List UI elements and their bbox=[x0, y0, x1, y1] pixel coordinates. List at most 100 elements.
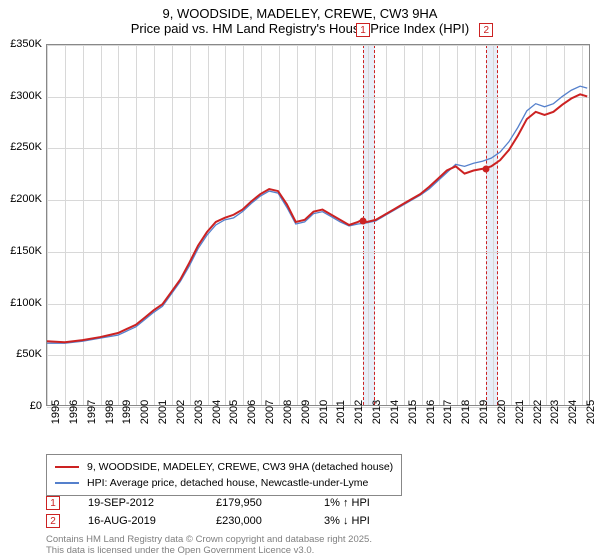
x-tick-label: 2009 bbox=[300, 400, 312, 424]
x-tick-label: 2005 bbox=[228, 400, 240, 424]
x-tick-label: 2006 bbox=[246, 400, 258, 424]
marker-box: 1 bbox=[356, 23, 370, 37]
x-tick-label: 2016 bbox=[425, 400, 437, 424]
gridline-h bbox=[47, 200, 589, 201]
gridline-v bbox=[439, 45, 440, 405]
y-tick-label: £350K bbox=[10, 38, 42, 50]
x-tick-label: 2007 bbox=[264, 400, 276, 424]
x-tick-label: 2019 bbox=[478, 400, 490, 424]
legend-row: 9, WOODSIDE, MADELEY, CREWE, CW3 9HA (de… bbox=[55, 459, 393, 475]
x-tick-label: 2020 bbox=[496, 400, 508, 424]
footer-price: £179,950 bbox=[216, 497, 296, 509]
footer-delta: 1% ↑ HPI bbox=[324, 497, 404, 509]
x-tick-label: 2003 bbox=[193, 400, 205, 424]
x-tick-label: 1998 bbox=[104, 400, 116, 424]
gridline-v bbox=[315, 45, 316, 405]
legend-swatch bbox=[55, 466, 79, 469]
gridline-v bbox=[297, 45, 298, 405]
y-tick-label: £50K bbox=[16, 348, 42, 360]
x-tick-label: 2022 bbox=[532, 400, 544, 424]
x-axis: 1995199619971998199920002001200220032004… bbox=[46, 406, 590, 454]
legend-swatch bbox=[55, 482, 79, 484]
legend: 9, WOODSIDE, MADELEY, CREWE, CW3 9HA (de… bbox=[46, 454, 402, 496]
x-tick-label: 2004 bbox=[211, 400, 223, 424]
gridline-v bbox=[582, 45, 583, 405]
x-tick-label: 2017 bbox=[442, 400, 454, 424]
gridline-v bbox=[190, 45, 191, 405]
series-svg bbox=[47, 45, 589, 405]
x-tick-label: 2002 bbox=[175, 400, 187, 424]
gridline-v bbox=[118, 45, 119, 405]
series-line-hpi bbox=[47, 86, 587, 343]
legend-label: 9, WOODSIDE, MADELEY, CREWE, CW3 9HA (de… bbox=[87, 461, 393, 473]
gridline-v bbox=[404, 45, 405, 405]
gridline-v bbox=[564, 45, 565, 405]
y-tick-label: £250K bbox=[10, 141, 42, 153]
x-tick-label: 2023 bbox=[549, 400, 561, 424]
legend-row: HPI: Average price, detached house, Newc… bbox=[55, 475, 393, 491]
attribution-line-2: This data is licensed under the Open Gov… bbox=[46, 545, 372, 556]
x-tick-label: 1999 bbox=[121, 400, 133, 424]
footer-table: 1 19-SEP-2012 £179,950 1% ↑ HPI 2 16-AUG… bbox=[46, 494, 404, 530]
gridline-v bbox=[279, 45, 280, 405]
marker-box: 2 bbox=[479, 23, 493, 37]
y-axis: £0£50K£100K£150K£200K£250K£300K£350K bbox=[0, 44, 46, 406]
x-tick-label: 2013 bbox=[371, 400, 383, 424]
gridline-h bbox=[47, 148, 589, 149]
y-tick-label: £0 bbox=[30, 400, 42, 412]
x-tick-label: 2001 bbox=[157, 400, 169, 424]
gridline-h bbox=[47, 45, 589, 46]
footer-marker: 2 bbox=[46, 514, 60, 528]
gridline-v bbox=[422, 45, 423, 405]
gridline-v bbox=[350, 45, 351, 405]
gridline-v bbox=[261, 45, 262, 405]
attribution-line-1: Contains HM Land Registry data © Crown c… bbox=[46, 534, 372, 545]
marker-dot bbox=[483, 166, 490, 173]
title-line-2: Price paid vs. HM Land Registry's House … bbox=[0, 21, 600, 36]
gridline-v bbox=[332, 45, 333, 405]
legend-label: HPI: Average price, detached house, Newc… bbox=[87, 477, 368, 489]
gridline-v bbox=[386, 45, 387, 405]
marker-dot bbox=[360, 217, 367, 224]
footer-row: 2 16-AUG-2019 £230,000 3% ↓ HPI bbox=[46, 512, 404, 530]
footer-price: £230,000 bbox=[216, 515, 296, 527]
gridline-v bbox=[493, 45, 494, 405]
gridline-v bbox=[243, 45, 244, 405]
gridline-v bbox=[65, 45, 66, 405]
x-tick-label: 2008 bbox=[282, 400, 294, 424]
x-tick-label: 2025 bbox=[585, 400, 597, 424]
y-tick-label: £300K bbox=[10, 90, 42, 102]
footer-row: 1 19-SEP-2012 £179,950 1% ↑ HPI bbox=[46, 494, 404, 512]
attribution: Contains HM Land Registry data © Crown c… bbox=[46, 534, 372, 557]
gridline-v bbox=[475, 45, 476, 405]
y-tick-label: £150K bbox=[10, 245, 42, 257]
gridline-h bbox=[47, 355, 589, 356]
y-tick-label: £200K bbox=[10, 193, 42, 205]
gridline-v bbox=[208, 45, 209, 405]
gridline-v bbox=[172, 45, 173, 405]
gridline-v bbox=[154, 45, 155, 405]
gridline-v bbox=[368, 45, 369, 405]
gridline-v bbox=[101, 45, 102, 405]
gridline-v bbox=[457, 45, 458, 405]
title-block: 9, WOODSIDE, MADELEY, CREWE, CW3 9HA Pri… bbox=[0, 0, 600, 38]
gridline-h bbox=[47, 97, 589, 98]
x-tick-label: 2010 bbox=[318, 400, 330, 424]
x-tick-label: 2012 bbox=[353, 400, 365, 424]
x-tick-label: 2018 bbox=[460, 400, 472, 424]
gridline-v bbox=[47, 45, 48, 405]
series-line-price_paid bbox=[47, 94, 587, 342]
x-tick-label: 1995 bbox=[50, 400, 62, 424]
x-tick-label: 2015 bbox=[407, 400, 419, 424]
highlight-band bbox=[363, 45, 375, 405]
gridline-v bbox=[136, 45, 137, 405]
x-tick-label: 2024 bbox=[567, 400, 579, 424]
plot-area: 12 bbox=[46, 44, 590, 406]
footer-delta: 3% ↓ HPI bbox=[324, 515, 404, 527]
chart-container: 9, WOODSIDE, MADELEY, CREWE, CW3 9HA Pri… bbox=[0, 0, 600, 560]
gridline-h bbox=[47, 304, 589, 305]
gridline-h bbox=[47, 252, 589, 253]
y-tick-label: £100K bbox=[10, 297, 42, 309]
gridline-v bbox=[529, 45, 530, 405]
x-tick-label: 2011 bbox=[335, 400, 347, 424]
